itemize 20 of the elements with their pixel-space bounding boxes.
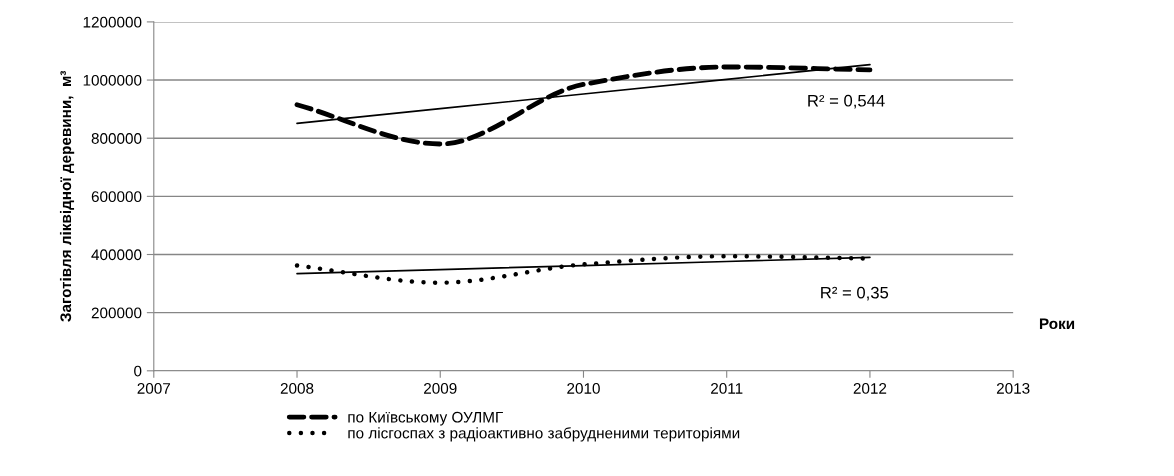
annotation: R² = 0,35 <box>821 286 889 301</box>
y-tick-label: 1000000 <box>83 74 142 86</box>
x-tick-label: 2013 <box>996 383 1030 394</box>
x-tick-label: 2011 <box>711 383 743 394</box>
x-tick-label: 2008 <box>280 383 314 394</box>
x-tick-label: 2009 <box>424 383 457 394</box>
y-tick-label: 800000 <box>91 133 142 144</box>
y-axis-title: Заготівля ліквідної деревини, м³ <box>59 70 75 322</box>
legend-label: по Київському ОУЛМГ <box>348 411 503 426</box>
annotation: R² = 0,544 <box>808 94 885 109</box>
x-axis-title: Роки <box>1039 318 1075 330</box>
legend-label: по лісгоспах з радіоактивно забрудненими територіями <box>348 427 740 442</box>
x-tick-label: 2007 <box>137 383 171 394</box>
y-tick-label: 200000 <box>91 307 142 319</box>
x-tick-label: 2010 <box>567 383 600 394</box>
y-tick-label: 400000 <box>91 249 142 261</box>
y-tick-label: 0 <box>134 365 142 377</box>
y-tick-label: 600000 <box>91 191 142 203</box>
y-tick-label: 1200000 <box>83 16 142 28</box>
x-tick-label: 2012 <box>853 383 887 394</box>
